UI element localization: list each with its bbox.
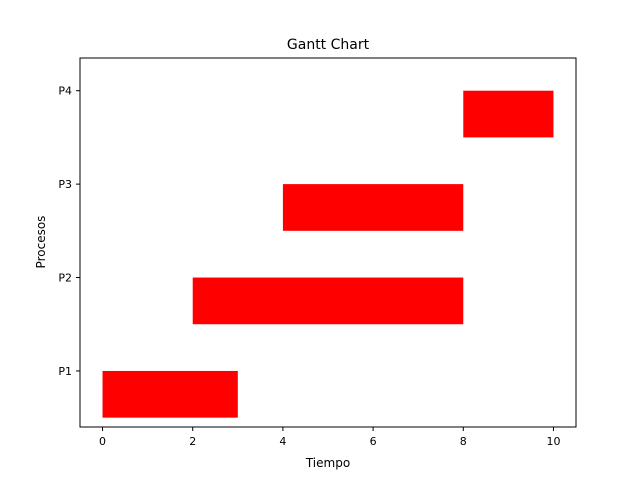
- x-tick-label: 6: [370, 435, 377, 448]
- x-tick-label: 0: [99, 435, 106, 448]
- x-tick-label: 10: [546, 435, 560, 448]
- x-tick-label: 8: [460, 435, 467, 448]
- gantt-bar-p2: [192, 277, 464, 325]
- y-axis-label: Procesos: [34, 216, 48, 269]
- bars-layer: [102, 90, 554, 418]
- x-tick-label: 2: [189, 435, 196, 448]
- x-axis-ticks: 0 2 4 6 8 10: [99, 427, 560, 448]
- gantt-bar-p4: [463, 90, 554, 138]
- x-axis-label: Tiempo: [305, 456, 350, 470]
- gantt-bar-p3: [282, 184, 464, 231]
- plot-frame: [79, 57, 577, 428]
- chart-title: Gantt Chart: [287, 37, 370, 53]
- y-tick-label-p1: P1: [58, 365, 72, 378]
- x-tick-label: 4: [279, 435, 286, 448]
- y-tick-label-p3: P3: [58, 178, 72, 191]
- gantt-bar-p1: [102, 370, 238, 418]
- y-tick-label-p2: P2: [58, 272, 72, 285]
- y-axis-ticks: P1 P2 P3 P4: [58, 85, 80, 378]
- y-tick-label-p4: P4: [58, 85, 72, 98]
